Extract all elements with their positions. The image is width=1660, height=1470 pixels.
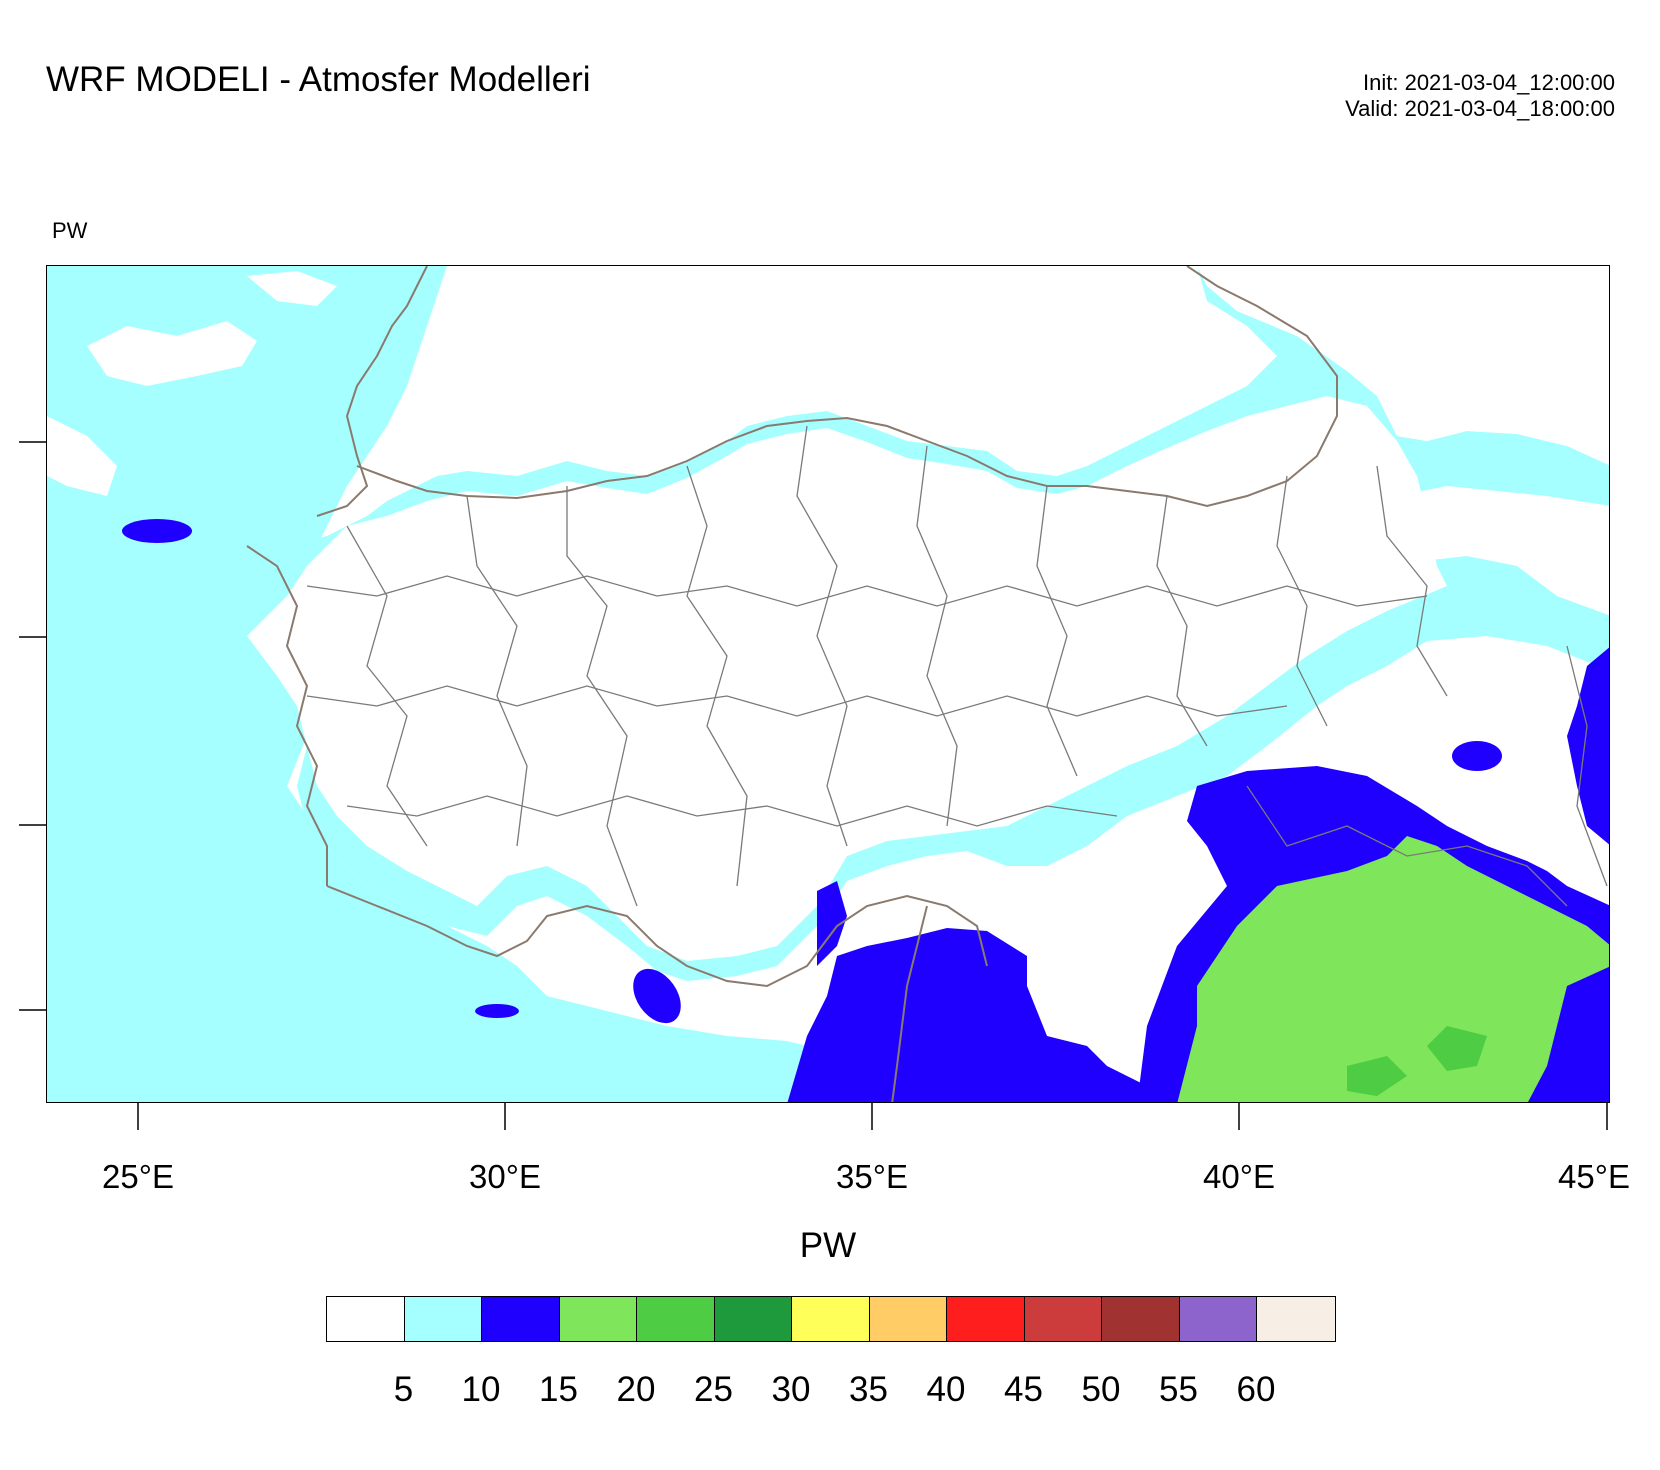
- colorbar-swatch: [1257, 1297, 1335, 1341]
- colorbar-label: 30: [771, 1370, 811, 1409]
- colorbar-label: 40: [926, 1370, 966, 1409]
- valid-time: Valid: 2021-03-04_18:00:00: [1345, 96, 1615, 121]
- lon-tick-label-35: 35°E: [836, 1158, 908, 1195]
- chart-title: WRF MODELI - Atmosfer Modelleri: [46, 60, 591, 99]
- colorbar-label: 10: [461, 1370, 501, 1409]
- colorbar-label: 15: [539, 1370, 578, 1409]
- pw-10-15-van-blob: [1452, 741, 1502, 771]
- pw-20-25-patch: [1427, 1026, 1487, 1071]
- pw-10-15-east-edge: [1567, 647, 1609, 845]
- lon-tick-label-30: 30°E: [469, 1158, 541, 1195]
- colorbar-swatch: [792, 1297, 870, 1341]
- colorbar: [326, 1296, 1336, 1342]
- pw-below-5-patch-nw: [87, 321, 257, 386]
- colorbar-title: PW: [799, 1226, 857, 1265]
- variable-label: PW: [52, 218, 88, 243]
- colorbar-label: 50: [1081, 1370, 1121, 1409]
- map-canvas: [47, 266, 1609, 1102]
- pw-10-15-southeast: [787, 928, 1174, 1102]
- lon-tick-label-25: 25°E: [102, 1158, 174, 1195]
- colorbar-label: 45: [1004, 1370, 1043, 1409]
- pw-below-5-patch-w: [47, 416, 117, 496]
- colorbar-swatch: [947, 1297, 1025, 1341]
- province-boundaries: [306, 425, 1608, 907]
- coastline-levant: [891, 905, 928, 1102]
- colorbar-swatch: [482, 1297, 560, 1341]
- pw-below-5-anatolia: [247, 396, 1447, 961]
- colorbar-label: 55: [1159, 1370, 1198, 1409]
- colorbar-label: 25: [694, 1370, 733, 1409]
- colorbar-swatch: [559, 1297, 637, 1341]
- pw-20-25-patch2: [1347, 1056, 1407, 1096]
- pw-10-15-marmara-blob: [122, 519, 192, 543]
- colorbar-label: 60: [1236, 1370, 1276, 1409]
- colorbar-swatch: [327, 1297, 405, 1341]
- colorbar-swatch: [1024, 1297, 1102, 1341]
- colorbar-label: 35: [849, 1370, 888, 1409]
- pw-10-15-south-blob: [475, 1004, 519, 1018]
- pw-10-15-antalya-blob: [633, 968, 681, 1024]
- pw-10-15-cyprus-east: [817, 881, 847, 966]
- colorbar-swatch: [869, 1297, 947, 1341]
- colorbar-swatch: [714, 1297, 792, 1341]
- lon-tick-label-45: 45°E: [1558, 1158, 1630, 1195]
- pw-5-10-west-sea: [47, 266, 983, 1102]
- coastline-north: [316, 266, 428, 517]
- colorbar-swatch: [404, 1297, 482, 1341]
- time-info: Init: 2021-03-04_12:00:00 Valid: 2021-03…: [1345, 70, 1615, 122]
- pw-below-5-patch-ne: [1197, 266, 1609, 446]
- colorbar-label: 5: [393, 1370, 414, 1409]
- pw-15-20-syria: [1177, 836, 1609, 1102]
- colorbar-swatch: [1102, 1297, 1180, 1341]
- colorbar-swatch: [1179, 1297, 1257, 1341]
- coastline-aegean: [246, 545, 328, 886]
- lon-tick-label-40: 40°E: [1203, 1158, 1275, 1195]
- map-plot: [46, 265, 1610, 1103]
- colorbar-label: 20: [616, 1370, 656, 1409]
- coastline-south: [326, 885, 988, 988]
- colorbar-swatch: [637, 1297, 715, 1341]
- pw-below-5-patch-nw2: [247, 271, 337, 306]
- init-time: Init: 2021-03-04_12:00:00: [1363, 70, 1615, 95]
